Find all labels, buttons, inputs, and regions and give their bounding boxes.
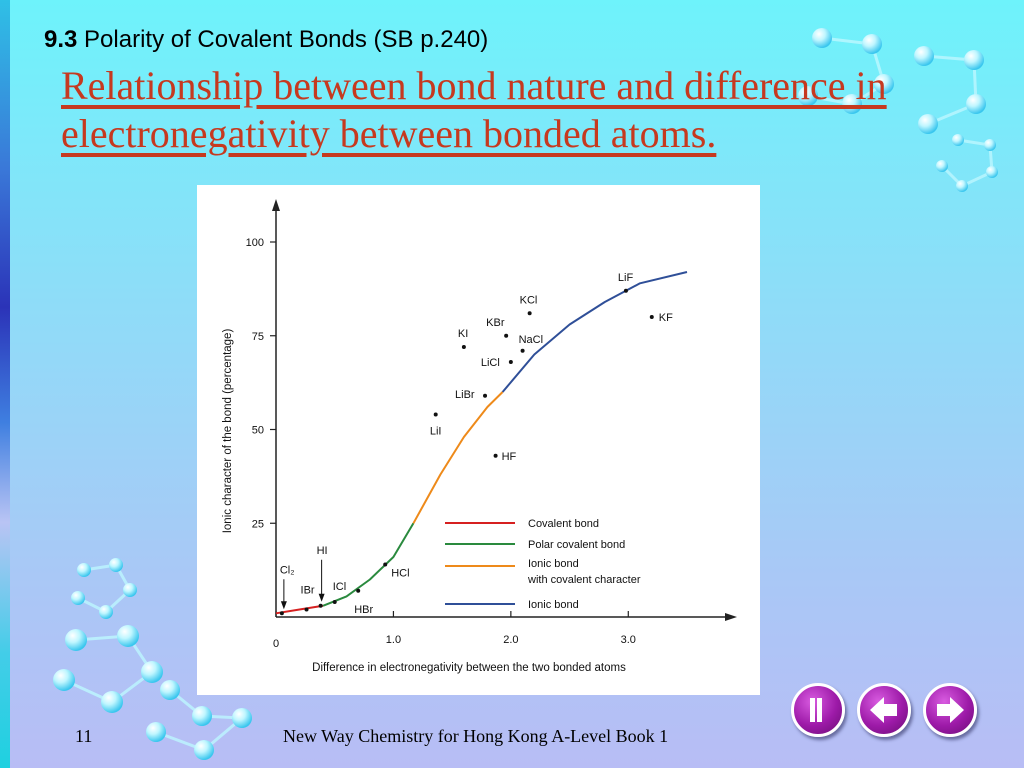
data-point	[623, 288, 628, 293]
legend-label-3: Ionic bond	[528, 599, 579, 611]
end-show-button[interactable]	[791, 683, 845, 737]
point-label: KI	[458, 328, 468, 340]
data-point	[520, 348, 525, 353]
data-point	[304, 607, 309, 612]
hi-arrowhead	[318, 593, 325, 602]
data-point	[383, 562, 388, 567]
y-tick-label: 50	[252, 425, 264, 437]
chart-curves	[275, 271, 688, 615]
x-axis-label: Difference in electronegativity between …	[312, 662, 626, 674]
legend-label-0: Covalent bond	[528, 518, 599, 530]
y-tick-label: 100	[246, 237, 264, 249]
data-point	[356, 588, 361, 593]
x-tick-label: 0	[273, 638, 279, 650]
left-accent-strip	[0, 0, 10, 768]
point-label: Cl₂	[280, 564, 295, 576]
x-tick-label: 2.0	[503, 634, 518, 646]
chart-points: Cl₂ IBr HI ICl HBr HCl HF LiI LiBr LiCl NaCl KI KBr K…	[279, 272, 673, 616]
cl2-arrowhead	[280, 601, 287, 610]
y-tick-label: 25	[252, 518, 264, 530]
end-show-icon	[810, 698, 822, 722]
point-label: HCl	[391, 568, 409, 580]
y-tick-label: 75	[252, 331, 264, 343]
x-tick-label: 3.0	[621, 634, 636, 646]
data-point	[279, 611, 284, 616]
point-label: LiCl	[481, 357, 500, 369]
point-label: IBr	[301, 585, 315, 597]
series-line-1	[322, 522, 415, 607]
point-label: HI	[317, 545, 328, 557]
series-line-0	[275, 604, 324, 615]
section-title: Polarity of Covalent Bonds (SB p.240)	[84, 26, 489, 53]
series-line-3	[501, 271, 688, 393]
data-point	[461, 345, 466, 349]
legend-label-2: Ionic bond	[528, 558, 579, 570]
slide-title: Relationship between bond nature and dif…	[61, 63, 887, 156]
data-point	[508, 360, 513, 364]
point-label: NaCl	[519, 334, 543, 346]
next-slide-button[interactable]	[923, 683, 977, 737]
legend-label-1: Polar covalent bond	[528, 539, 625, 551]
chart-axes: 0 1.0 2.0 3.0 25 50 75 100	[246, 199, 737, 650]
x-tick-label: 1.0	[386, 634, 401, 646]
chart-panel: 0 1.0 2.0 3.0 25 50 75 100 Cl₂ IBr HI ICl HBr HCl HF L…	[197, 185, 760, 695]
point-label: HF	[502, 451, 517, 463]
data-point	[493, 453, 498, 458]
chart-legend: Covalent bond Polar covalent bond Ionic bo…	[445, 518, 641, 611]
book-title: New Way Chemistry for Hong Kong A-Level …	[283, 726, 669, 746]
section-number: 9.3	[44, 26, 78, 53]
point-label: HBr	[354, 604, 373, 616]
data-point	[527, 311, 532, 316]
data-point	[483, 393, 488, 398]
point-label: KCl	[520, 294, 538, 306]
chart: 0 1.0 2.0 3.0 25 50 75 100 Cl₂ IBr HI ICl HBr HCl HF L…	[222, 199, 737, 674]
point-label: KBr	[486, 317, 505, 329]
data-point	[504, 333, 509, 338]
next-arrow-icon	[937, 697, 964, 723]
previous-arrow-icon	[870, 697, 897, 723]
x-axis-arrow	[725, 613, 737, 621]
data-point	[433, 412, 438, 417]
series-line-2	[412, 391, 504, 524]
point-label: KF	[659, 312, 673, 324]
point-label: ICl	[333, 581, 346, 593]
previous-slide-button[interactable]	[857, 683, 911, 737]
point-label: LiI	[430, 426, 442, 438]
data-point	[332, 600, 337, 604]
data-point	[649, 315, 654, 319]
y-axis-arrow	[272, 199, 280, 211]
point-label: LiF	[618, 272, 634, 284]
page-number: 11	[75, 726, 93, 746]
y-axis-label: Ionic character of the bond (percentage)	[222, 329, 234, 534]
data-point	[318, 603, 323, 608]
legend-label-2-line2: with covalent character	[527, 574, 641, 586]
section-header: 9.3 Polarity of Covalent Bonds (SB p.240…	[44, 26, 488, 54]
point-label: LiBr	[455, 389, 475, 401]
